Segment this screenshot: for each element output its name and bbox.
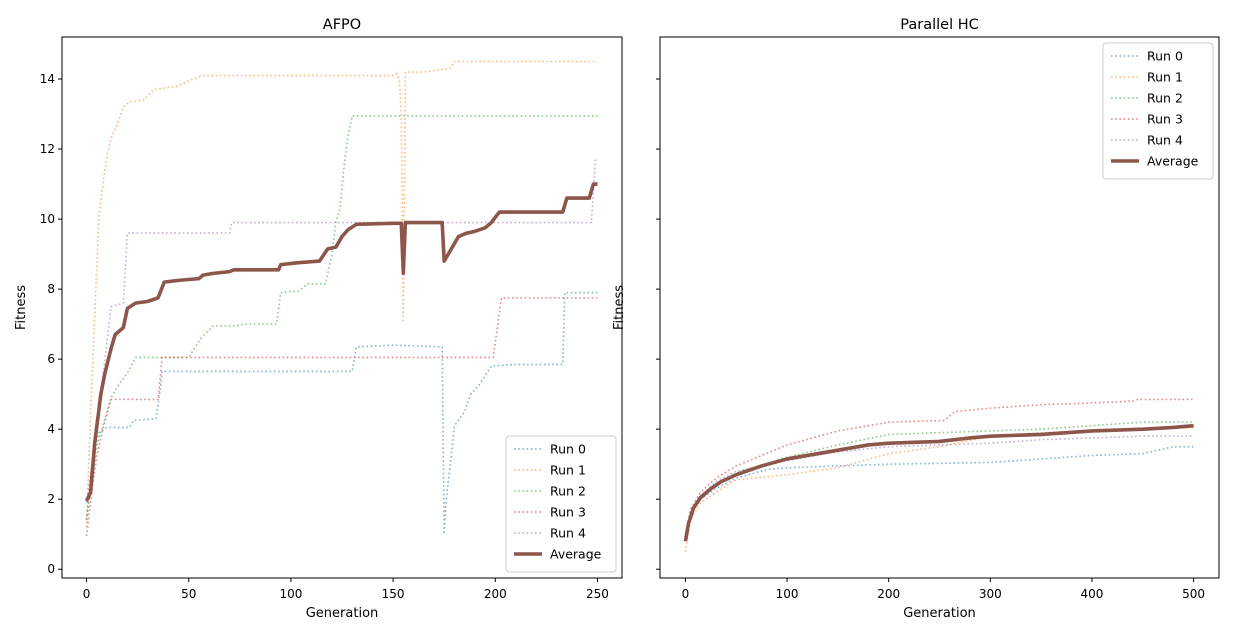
legend-label: Run 0 [550,442,586,457]
y-tick-label: 8 [47,282,55,296]
legend-label: Run 3 [550,505,586,520]
x-tick-label: 0 [83,587,91,601]
y-tick-label: 2 [47,492,55,506]
chart-title: AFPO [323,17,361,33]
y-tick-label: 14 [40,72,55,86]
y-tick-label: 0 [47,562,55,576]
series-line-run-4 [684,435,1194,535]
plot-frame [61,36,623,579]
series-line-run-4 [85,159,597,503]
series-line-run-0 [85,291,598,536]
x-tick-label: 250 [586,587,609,601]
x-tick-label: 100 [776,587,799,601]
chart-parallel-hc: Parallel HC Generation Fitness 0 100 200 30… [612,17,1220,621]
x-tick-label: 200 [484,587,507,601]
legend: Run 0 Run 1 Run 2 Run 3 Run 4 Average [1102,42,1214,180]
series-line-average [683,423,1194,542]
x-tick-label: 100 [279,587,302,601]
x-tick-label: 150 [382,587,405,601]
series-line-run-1 [684,426,1194,552]
x-tick-label: 400 [1081,587,1104,601]
legend-label: Run 4 [550,526,586,541]
y-tick-label: 4 [47,422,55,436]
x-axis-label: Generation [903,606,976,621]
legend-label: Run 2 [1147,91,1183,106]
x-tick-label: 500 [1182,587,1205,601]
legend-label: Run 1 [1147,70,1183,85]
x-tick-label: 300 [979,587,1002,601]
y-tick-label: 6 [47,352,55,366]
legend-label: Run 4 [1147,133,1183,148]
y-tick-label: 12 [40,142,55,156]
legend-label: Run 0 [1147,49,1183,64]
y-tick-label: 10 [40,212,55,226]
y-axis-label: Fitness [612,285,627,330]
series-line-run-3 [684,398,1194,538]
x-tick-label: 50 [181,587,196,601]
chart-afpo: AFPO Generation Fitness 0 50 100 150 200 250 0… [14,17,623,621]
plot-frame [659,36,1220,579]
legend-label: Run 3 [1147,112,1183,127]
x-tick-label: 200 [877,587,900,601]
x-tick-label: 0 [682,587,690,601]
series-line-average [84,182,598,502]
x-axis-label: Generation [306,606,379,621]
series-line-run-3 [85,297,598,537]
legend-label: Average [550,547,602,562]
legend-label: Run 2 [550,484,586,499]
legend-label: Average [1147,154,1199,169]
legend: Run 0 Run 1 Run 2 Run 3 Run 4 Average [505,435,617,573]
y-axis-label: Fitness [14,285,29,330]
chart-title: Parallel HC [900,17,978,33]
series-line-run-0 [684,445,1194,538]
legend-label: Run 1 [550,463,586,478]
